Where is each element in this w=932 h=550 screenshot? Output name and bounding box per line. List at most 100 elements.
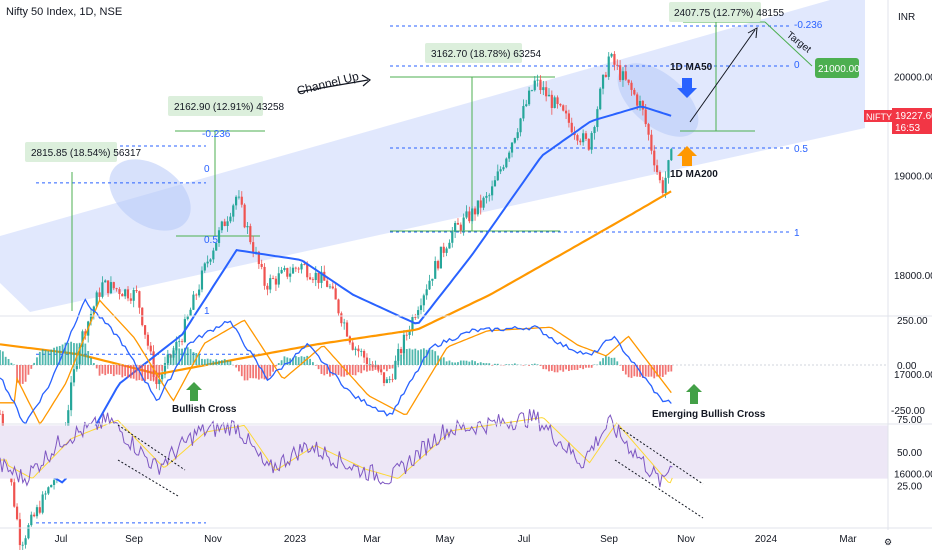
- macd-tick-0: 250.00: [897, 316, 928, 327]
- macd-hist-170: [482, 363, 485, 365]
- macd-hist-217: [616, 361, 619, 365]
- candle-72: [203, 262, 206, 273]
- candle-216: [613, 51, 616, 71]
- candle-body: [357, 348, 360, 352]
- macd-hist-103: [292, 357, 294, 365]
- candle-body: [112, 282, 115, 289]
- time-axis: Jul Sep Nov 2023 Mar May Jul Sep Nov 2024 Mar ⚙: [55, 534, 892, 547]
- candle-body: [527, 90, 531, 105]
- candle-body: [428, 280, 431, 290]
- macd-hist-35: [98, 365, 101, 376]
- candle-235: [667, 159, 670, 184]
- candle-161: [456, 218, 460, 225]
- ma50-arrow: [677, 78, 697, 98]
- candle-190: [539, 75, 542, 95]
- candle-body: [368, 364, 371, 365]
- macd-hist-88: [249, 365, 252, 379]
- candle-42: [118, 287, 121, 300]
- candle-157: [445, 246, 448, 257]
- projection-arrow-line: [689, 29, 756, 123]
- candle-body: [15, 506, 19, 520]
- macd-hist-235: [667, 365, 670, 372]
- macd-hist-187: [531, 364, 533, 365]
- candle-body: [422, 295, 425, 306]
- candle-211: [599, 87, 602, 111]
- macd-hist-208: [590, 365, 593, 368]
- macd-hist-84: [238, 365, 240, 372]
- macd-hist-230: [653, 365, 656, 379]
- macd-hist-117: [331, 365, 334, 376]
- candle-128: [363, 349, 366, 363]
- macd-hist-83: [235, 365, 237, 368]
- candle-body: [508, 152, 511, 159]
- macd-hist-98: [277, 363, 280, 365]
- ma50-line: [0, 105, 672, 484]
- candle-191: [542, 80, 545, 96]
- candle-body: [212, 250, 215, 260]
- macd-hist-214: [607, 356, 610, 365]
- candle-213: [604, 71, 607, 78]
- macd-hist-142: [403, 352, 405, 365]
- macd-hist-97: [275, 365, 277, 367]
- candle-215: [610, 52, 613, 58]
- macd-hist-159: [451, 362, 454, 365]
- candle-body: [493, 180, 497, 187]
- candle-173: [491, 180, 494, 201]
- candle-body: [306, 264, 309, 278]
- macd-hist-124: [351, 365, 354, 376]
- fib2-level-1: 1: [794, 228, 800, 239]
- macd-hist-223: [633, 365, 636, 377]
- bullish-cross-arrow: [186, 382, 202, 401]
- macd-hist-220: [624, 365, 627, 375]
- macd-hist-62: [175, 347, 178, 365]
- candle-body: [13, 482, 16, 507]
- candle-193: [547, 88, 551, 97]
- macd-hist-54: [152, 365, 155, 381]
- candle-body: [505, 158, 508, 168]
- candle-163: [462, 213, 465, 236]
- candle-153: [434, 256, 437, 279]
- macd-hist-133: [377, 365, 380, 372]
- candle-body: [616, 64, 619, 66]
- candle-164: [465, 205, 468, 220]
- candle-167: [473, 206, 477, 221]
- macd-hist-219: [622, 365, 624, 371]
- candle-78: [220, 220, 223, 234]
- macd-hist-131: [371, 365, 374, 371]
- rsi-trend-1a: [117, 424, 186, 471]
- candle-96: [271, 275, 275, 280]
- macd-hist-111: [314, 365, 317, 366]
- candle-45: [126, 286, 130, 302]
- candle-195: [553, 95, 556, 109]
- macd-hist-161: [457, 362, 459, 365]
- candle-body: [653, 150, 656, 166]
- candle-233: [661, 176, 664, 196]
- candle-182: [516, 128, 519, 141]
- macd-hist-41: [115, 365, 118, 375]
- macd-hist-63: [178, 348, 181, 365]
- candle-body: [283, 268, 286, 270]
- macd-hist-31: [87, 351, 90, 365]
- macd-hist-96: [272, 365, 274, 372]
- candle-body: [454, 222, 457, 232]
- candle-body: [243, 204, 246, 228]
- macd-hist-120: [340, 365, 343, 377]
- macd-hist-67: [189, 349, 192, 365]
- fib1-level-1: 1: [204, 306, 210, 317]
- time-tick-3: 2023: [284, 534, 307, 545]
- candle-99: [280, 266, 283, 274]
- candle-225: [638, 95, 642, 111]
- candle-47: [132, 287, 135, 308]
- candle-201: [570, 117, 573, 134]
- macd-hist-19: [53, 347, 55, 365]
- macd-hist-147: [417, 350, 420, 365]
- candle-body: [465, 211, 468, 218]
- ticker-badge: NIFTY: [864, 110, 892, 122]
- macd-hist-93: [263, 365, 266, 380]
- fib2-level-m0236: -0.236: [794, 20, 823, 31]
- channel-up-band: [0, 0, 865, 312]
- candle-44: [124, 288, 127, 300]
- macd-hist-168: [476, 363, 479, 365]
- price-tick-4: 17000.00: [894, 370, 932, 381]
